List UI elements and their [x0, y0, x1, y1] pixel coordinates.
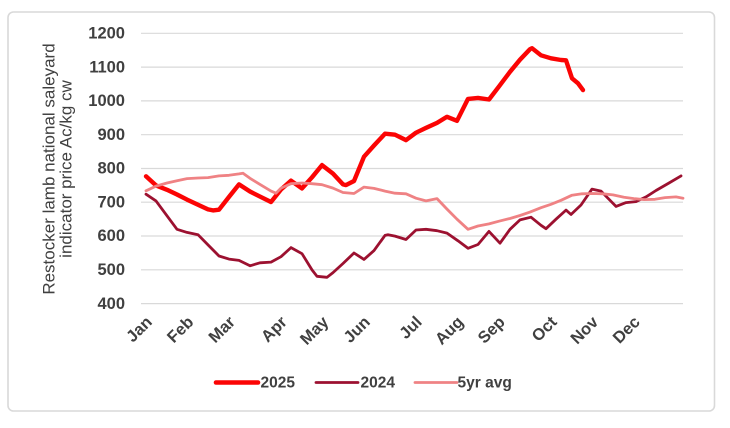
svg-text:1100: 1100	[89, 58, 125, 76]
svg-text:2025: 2025	[261, 375, 296, 392]
svg-text:1000: 1000	[88, 92, 125, 110]
svg-text:600: 600	[97, 227, 125, 245]
svg-text:5yr avg: 5yr avg	[458, 375, 512, 392]
svg-text:500: 500	[97, 261, 125, 279]
svg-text:2024: 2024	[361, 375, 396, 392]
svg-text:400: 400	[97, 295, 125, 313]
svg-text:indicator price Ac/kg cw: indicator price Ac/kg cw	[57, 79, 76, 257]
svg-text:900: 900	[97, 126, 125, 144]
svg-text:1200: 1200	[88, 25, 125, 43]
svg-text:800: 800	[97, 160, 125, 178]
svg-text:700: 700	[97, 193, 125, 211]
svg-text:Restocker lamb national saleya: Restocker lamb national saleyard	[40, 43, 59, 294]
